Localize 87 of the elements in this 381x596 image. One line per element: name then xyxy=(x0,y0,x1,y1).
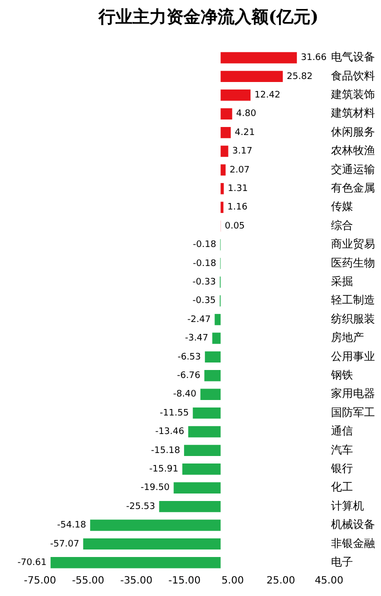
y-tick-label: 公用事业 xyxy=(331,350,375,363)
bar xyxy=(90,520,221,531)
bar xyxy=(212,332,221,344)
bar xyxy=(192,407,221,419)
y-tick-label: 商业贸易 xyxy=(331,238,375,251)
y-tick-label: 房地产 xyxy=(331,331,364,344)
data-label: -13.46 xyxy=(155,427,184,438)
y-tick-label: 食品饮料 xyxy=(331,69,375,82)
y-tick-label: 农林牧渔 xyxy=(331,144,375,158)
data-label: -70.61 xyxy=(18,558,47,568)
y-tick-label: 计算机 xyxy=(331,499,364,512)
y-tick-label: 电子 xyxy=(331,556,353,569)
bar xyxy=(220,126,231,138)
data-label: -3.47 xyxy=(184,334,208,344)
y-tick-label: 传媒 xyxy=(331,200,353,214)
y-tick-label: 化工 xyxy=(331,480,353,494)
x-tick-label: -75.00 xyxy=(24,576,56,587)
x-tick-label: 45.00 xyxy=(314,576,344,587)
data-label: 31.66 xyxy=(300,53,327,64)
y-tick-label: 建筑装饰 xyxy=(330,88,375,102)
data-label: 3.17 xyxy=(232,146,252,157)
bar xyxy=(184,444,221,456)
y-tick-label: 采掘 xyxy=(331,275,353,288)
data-label: 1.16 xyxy=(227,202,248,213)
data-label: -15.18 xyxy=(151,446,180,456)
data-label: -11.55 xyxy=(160,408,189,418)
bar xyxy=(174,482,221,494)
y-tick-label: 有色金属 xyxy=(331,182,375,195)
x-tick-label: -35.00 xyxy=(120,576,152,587)
data-label: -57.07 xyxy=(50,539,80,550)
bar xyxy=(220,183,224,194)
bar xyxy=(220,70,283,82)
data-label: -6.76 xyxy=(177,370,201,381)
y-tick-label: 汽车 xyxy=(331,443,353,456)
bar xyxy=(220,52,297,64)
bar xyxy=(220,146,228,157)
bar xyxy=(159,500,221,512)
y-tick-label: 通信 xyxy=(331,424,353,438)
data-label: -19.50 xyxy=(140,483,170,494)
y-tick-label: 综合 xyxy=(331,218,353,232)
y-tick-label: 医药生物 xyxy=(331,256,375,270)
bar xyxy=(220,108,232,120)
y-tick-label: 银行 xyxy=(330,462,353,476)
bar xyxy=(220,164,226,176)
bar xyxy=(220,202,224,213)
y-tick-label: 交通运输 xyxy=(331,162,375,176)
y-tick-label: 机械设备 xyxy=(331,518,375,532)
data-label: 0.05 xyxy=(224,221,245,232)
y-tick-label: 国防军工 xyxy=(331,406,375,419)
y-tick-label: 家用电器 xyxy=(331,387,375,400)
data-label: -54.18 xyxy=(57,520,86,531)
data-label: -8.40 xyxy=(173,390,197,400)
y-tick-label: 电气设备 xyxy=(331,50,375,64)
data-label: -25.53 xyxy=(126,502,156,512)
bar xyxy=(204,351,221,363)
data-label: -2.47 xyxy=(187,314,211,325)
y-tick-label: 纺织服装 xyxy=(331,312,375,326)
data-label: -6.53 xyxy=(178,352,201,362)
bar xyxy=(182,464,221,475)
data-label: -15.91 xyxy=(149,464,178,474)
x-tick-label: 5.00 xyxy=(222,576,244,587)
data-label: 4.80 xyxy=(236,109,256,120)
y-tick-label: 非银金融 xyxy=(331,536,375,550)
data-label: -0.18 xyxy=(192,240,216,250)
chart-title: 行业主力资金净流入额(亿元) xyxy=(97,8,319,28)
x-tick-label: -15.00 xyxy=(168,576,201,587)
bar xyxy=(83,538,221,550)
data-label: 1.31 xyxy=(228,184,248,194)
data-label: -0.33 xyxy=(192,277,216,288)
bar xyxy=(220,90,251,101)
data-label: -0.35 xyxy=(192,296,216,306)
bar xyxy=(214,314,221,326)
bar xyxy=(188,426,221,438)
bar xyxy=(204,370,221,382)
data-label: -0.18 xyxy=(192,258,216,269)
y-tick-label: 休闲服务 xyxy=(331,125,375,138)
y-tick-label: 钢铁 xyxy=(330,368,353,382)
x-tick-label: 25.00 xyxy=(266,576,296,587)
data-label: 25.82 xyxy=(286,72,313,82)
data-label: 2.07 xyxy=(230,165,250,176)
bar xyxy=(200,388,221,400)
bar xyxy=(50,557,221,568)
y-tick-label: 建筑材料 xyxy=(330,106,375,120)
data-label: 12.42 xyxy=(254,90,280,100)
y-tick-label: 轻工制造 xyxy=(331,294,375,307)
x-tick-label: -55.00 xyxy=(72,576,104,587)
data-label: 4.21 xyxy=(234,128,255,138)
